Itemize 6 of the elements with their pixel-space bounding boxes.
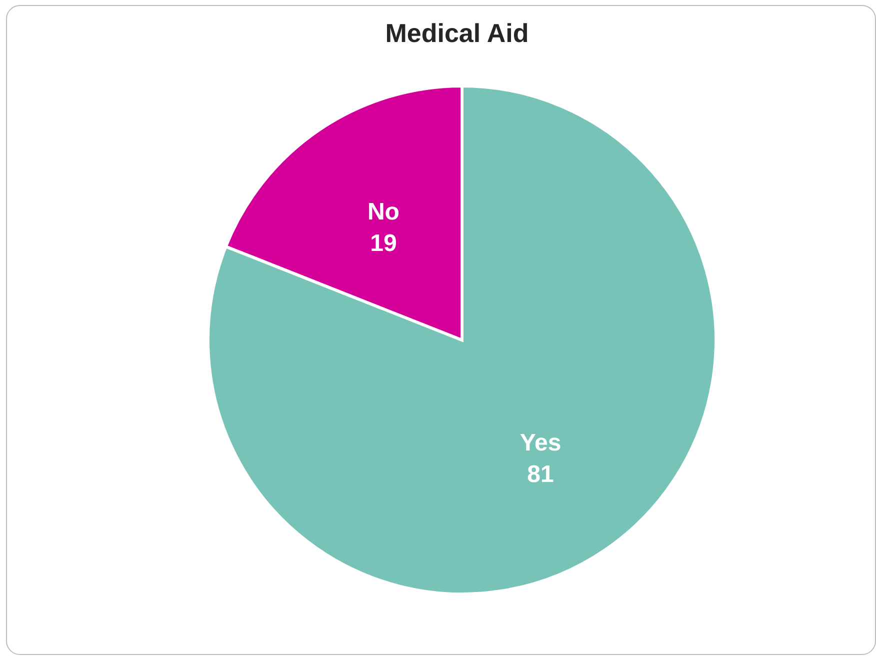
slice-label: No [367,198,400,226]
pie-slice [206,84,718,596]
data-label: 81 [527,460,554,488]
data-label: 19 [370,230,397,257]
slice-label: Yes [520,430,562,457]
chart-title: Medical Aid [384,18,530,49]
